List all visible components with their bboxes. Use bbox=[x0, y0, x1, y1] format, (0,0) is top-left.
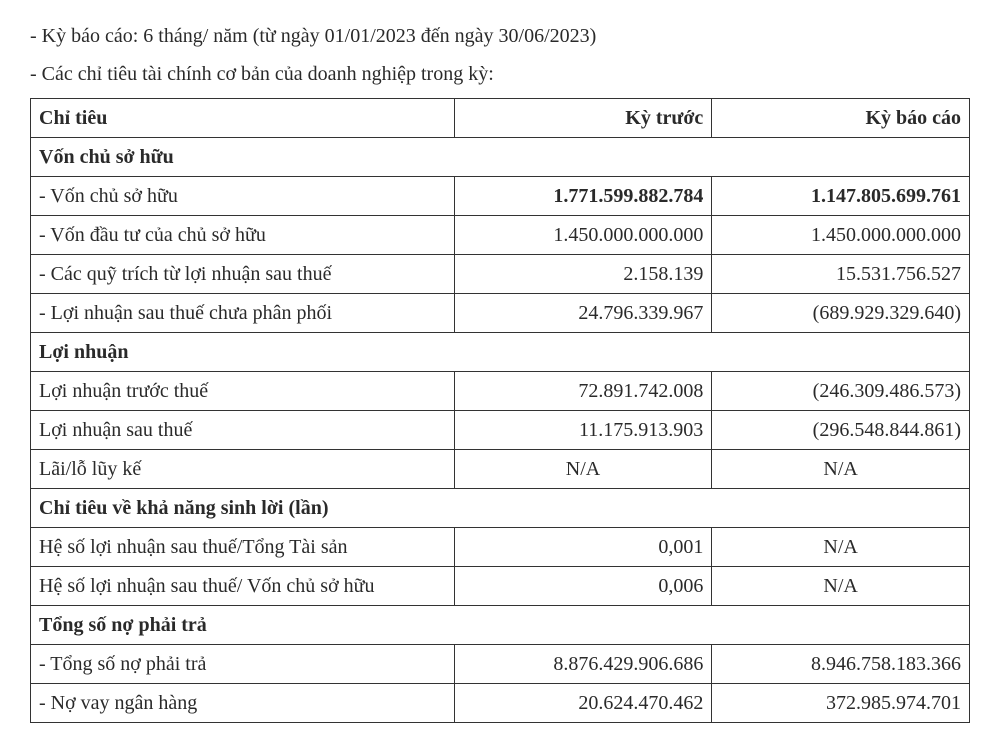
table-row: - Vốn chủ sở hữu1.771.599.882.7841.147.8… bbox=[31, 177, 970, 216]
table-row: - Tổng số nợ phải trả8.876.429.906.6868.… bbox=[31, 645, 970, 684]
previous-period-value: 0,006 bbox=[454, 567, 712, 606]
section-title: Vốn chủ sở hữu bbox=[31, 138, 970, 177]
report-period-value: (296.548.844.861) bbox=[712, 411, 970, 450]
table-row: Lãi/lỗ lũy kếN/AN/A bbox=[31, 450, 970, 489]
previous-period-value: 2.158.139 bbox=[454, 255, 712, 294]
report-period-value: 372.985.974.701 bbox=[712, 684, 970, 723]
table-body: Vốn chủ sở hữu- Vốn chủ sở hữu1.771.599.… bbox=[31, 138, 970, 723]
report-period-value: (246.309.486.573) bbox=[712, 372, 970, 411]
table-header-row: Chỉ tiêu Kỳ trước Kỳ báo cáo bbox=[31, 99, 970, 138]
row-label: - Nợ vay ngân hàng bbox=[31, 684, 455, 723]
table-row: Hệ số lợi nhuận sau thuế/ Vốn chủ sở hữu… bbox=[31, 567, 970, 606]
report-period-value: N/A bbox=[712, 567, 970, 606]
table-row: - Các quỹ trích từ lợi nhuận sau thuế2.1… bbox=[31, 255, 970, 294]
header-indicator: Chỉ tiêu bbox=[31, 99, 455, 138]
report-period-line: - Kỳ báo cáo: 6 tháng/ năm (từ ngày 01/0… bbox=[30, 20, 970, 52]
section-title: Lợi nhuận bbox=[31, 333, 970, 372]
section-title: Tổng số nợ phải trả bbox=[31, 606, 970, 645]
report-period-value: N/A bbox=[712, 528, 970, 567]
previous-period-value: 1.771.599.882.784 bbox=[454, 177, 712, 216]
previous-period-value: N/A bbox=[454, 450, 712, 489]
report-period-value: 1.450.000.000.000 bbox=[712, 216, 970, 255]
report-period-value: 8.946.758.183.366 bbox=[712, 645, 970, 684]
report-intro-line: - Các chỉ tiêu tài chính cơ bản của doan… bbox=[30, 58, 970, 90]
section-header-row: Chỉ tiêu về khả năng sinh lời (lần) bbox=[31, 489, 970, 528]
section-header-row: Tổng số nợ phải trả bbox=[31, 606, 970, 645]
previous-period-value: 1.450.000.000.000 bbox=[454, 216, 712, 255]
header-previous-period: Kỳ trước bbox=[454, 99, 712, 138]
row-label: Hệ số lợi nhuận sau thuế/Tổng Tài sản bbox=[31, 528, 455, 567]
report-period-value: (689.929.329.640) bbox=[712, 294, 970, 333]
table-row: Lợi nhuận trước thuế72.891.742.008(246.3… bbox=[31, 372, 970, 411]
previous-period-value: 20.624.470.462 bbox=[454, 684, 712, 723]
row-label: - Vốn đầu tư của chủ sở hữu bbox=[31, 216, 455, 255]
previous-period-value: 72.891.742.008 bbox=[454, 372, 712, 411]
previous-period-value: 0,001 bbox=[454, 528, 712, 567]
report-period-value: 1.147.805.699.761 bbox=[712, 177, 970, 216]
row-label: - Lợi nhuận sau thuế chưa phân phối bbox=[31, 294, 455, 333]
table-row: Lợi nhuận sau thuế11.175.913.903(296.548… bbox=[31, 411, 970, 450]
previous-period-value: 8.876.429.906.686 bbox=[454, 645, 712, 684]
report-period-value: 15.531.756.527 bbox=[712, 255, 970, 294]
section-header-row: Vốn chủ sở hữu bbox=[31, 138, 970, 177]
row-label: Hệ số lợi nhuận sau thuế/ Vốn chủ sở hữu bbox=[31, 567, 455, 606]
report-period-value: N/A bbox=[712, 450, 970, 489]
row-label: Lợi nhuận sau thuế bbox=[31, 411, 455, 450]
financial-indicators-table: Chỉ tiêu Kỳ trước Kỳ báo cáo Vốn chủ sở … bbox=[30, 98, 970, 723]
row-label: - Tổng số nợ phải trả bbox=[31, 645, 455, 684]
header-report-period: Kỳ báo cáo bbox=[712, 99, 970, 138]
row-label: Lợi nhuận trước thuế bbox=[31, 372, 455, 411]
previous-period-value: 11.175.913.903 bbox=[454, 411, 712, 450]
table-row: - Nợ vay ngân hàng20.624.470.462372.985.… bbox=[31, 684, 970, 723]
table-row: - Vốn đầu tư của chủ sở hữu1.450.000.000… bbox=[31, 216, 970, 255]
table-row: Hệ số lợi nhuận sau thuế/Tổng Tài sản0,0… bbox=[31, 528, 970, 567]
table-row: - Lợi nhuận sau thuế chưa phân phối24.79… bbox=[31, 294, 970, 333]
row-label: - Vốn chủ sở hữu bbox=[31, 177, 455, 216]
row-label: - Các quỹ trích từ lợi nhuận sau thuế bbox=[31, 255, 455, 294]
row-label: Lãi/lỗ lũy kế bbox=[31, 450, 455, 489]
section-header-row: Lợi nhuận bbox=[31, 333, 970, 372]
section-title: Chỉ tiêu về khả năng sinh lời (lần) bbox=[31, 489, 970, 528]
previous-period-value: 24.796.339.967 bbox=[454, 294, 712, 333]
